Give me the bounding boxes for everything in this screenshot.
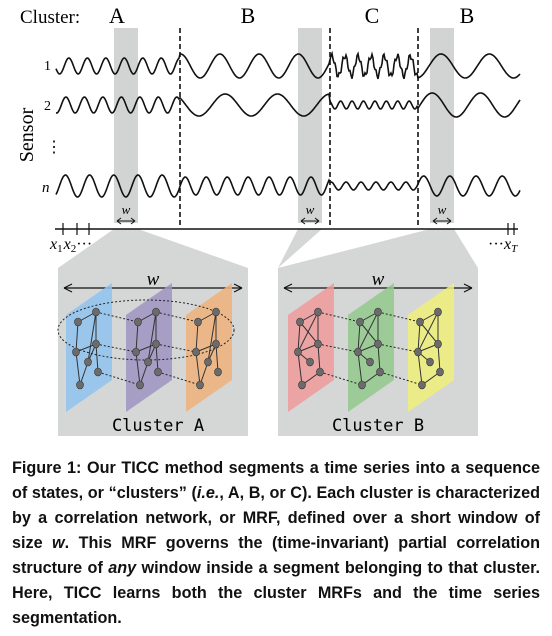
caption-text-1: Our TICC method segments a time series i… [12,459,540,502]
segment-label-b2: B [460,3,475,28]
time-axis-ticks [62,223,515,235]
segment-label-a: A [109,3,125,28]
cluster-b-panel: w Cluster B [278,268,478,436]
figure-caption: Figure 1: Our TICC method segments a tim… [12,456,540,631]
svg-text:w: w [372,269,385,290]
sensor-axis-label: Sensor [16,107,38,162]
window-marker-c: w [300,202,320,225]
segment-label-c: C [365,3,380,28]
segment-label-b: B [241,3,256,28]
mrf-plane [288,283,334,412]
mrf-plane [348,283,394,412]
sensor-row-2: 2 [44,99,51,114]
mrf-plane [66,283,112,412]
svg-text:w: w [438,202,447,217]
time-axis-start-label: x1x2··· [49,236,92,255]
sensor-signal-1 [55,50,521,80]
sensor-signal-3 [55,174,521,198]
mrf-plane [186,283,232,412]
caption-text-3: . This MRF governs the (time-invariant) … [12,534,540,577]
cluster-b-title: Cluster B [332,416,424,436]
mrf-plane [126,283,172,412]
caption-w: w [52,534,65,552]
caption-text-2: , A, B, or C). Each cluster is character… [12,484,540,552]
zoom-wedge-a [58,229,248,268]
window-marker-a: w [116,202,136,225]
window-band-a [114,28,138,223]
caption-text-4: window inside a segment belonging to tha… [12,559,540,627]
figure-illustration: Cluster: A B C B Sensor 1 2 ⋮ n w w w x1… [16,3,521,436]
caption-ie: i.e. [196,484,220,502]
cluster-heading: Cluster: [20,7,80,28]
mrf-plane [408,283,454,412]
sensor-row-n: n [42,180,50,196]
time-axis-end-label: ···xT [488,236,518,255]
zoom-wedge-b2 [278,229,478,268]
window-marker-b: w [432,202,452,225]
cluster-a-panel: w Cluster A [57,268,248,436]
caption-label: Figure 1: [12,459,82,477]
svg-text:w: w [306,202,315,217]
zoom-wedge-b [278,229,322,268]
svg-text:w: w [147,269,160,290]
caption-any: any [108,559,137,577]
sensor-signal-2 [55,92,521,118]
sensor-row-dots: ⋮ [46,139,62,156]
sensor-signals [55,50,521,198]
sensor-row-1: 1 [44,59,51,74]
svg-text:w: w [122,202,131,217]
cluster-a-title: Cluster A [112,416,204,436]
